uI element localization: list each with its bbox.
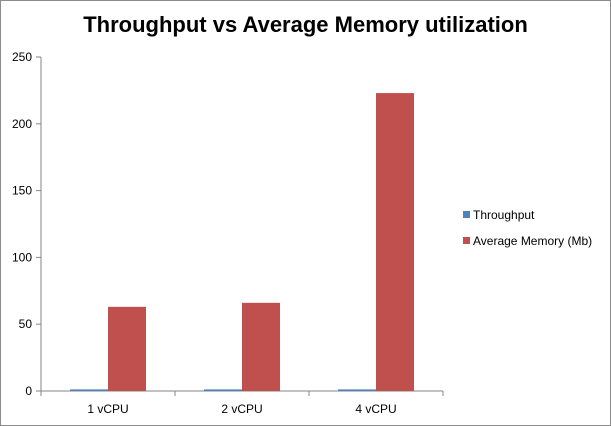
y-tick-label: 250 — [12, 50, 32, 64]
y-tick-label: 50 — [19, 317, 33, 331]
y-tick-label: 200 — [12, 117, 32, 131]
bar-throughput — [338, 389, 376, 391]
bar-throughput — [70, 389, 108, 391]
y-tick-label: 0 — [25, 384, 32, 398]
y-tick-label: 100 — [12, 250, 32, 264]
chart-title: Throughput vs Average Memory utilization — [83, 12, 528, 37]
legend-swatch — [463, 211, 470, 218]
bar-average-memory — [376, 93, 414, 392]
x-tick-label: 2 vCPU — [221, 402, 262, 416]
x-tick-label: 1 vCPU — [87, 402, 128, 416]
legend-label: Average Memory (Mb) — [473, 234, 592, 248]
legend-label: Throughput — [473, 208, 535, 222]
bar-average-memory — [242, 302, 280, 391]
x-tick-label: 4 vCPU — [355, 402, 396, 416]
legend-swatch — [463, 237, 470, 244]
y-tick-label: 150 — [12, 184, 32, 198]
bar-average-memory — [108, 306, 146, 391]
bar-throughput — [204, 389, 242, 391]
